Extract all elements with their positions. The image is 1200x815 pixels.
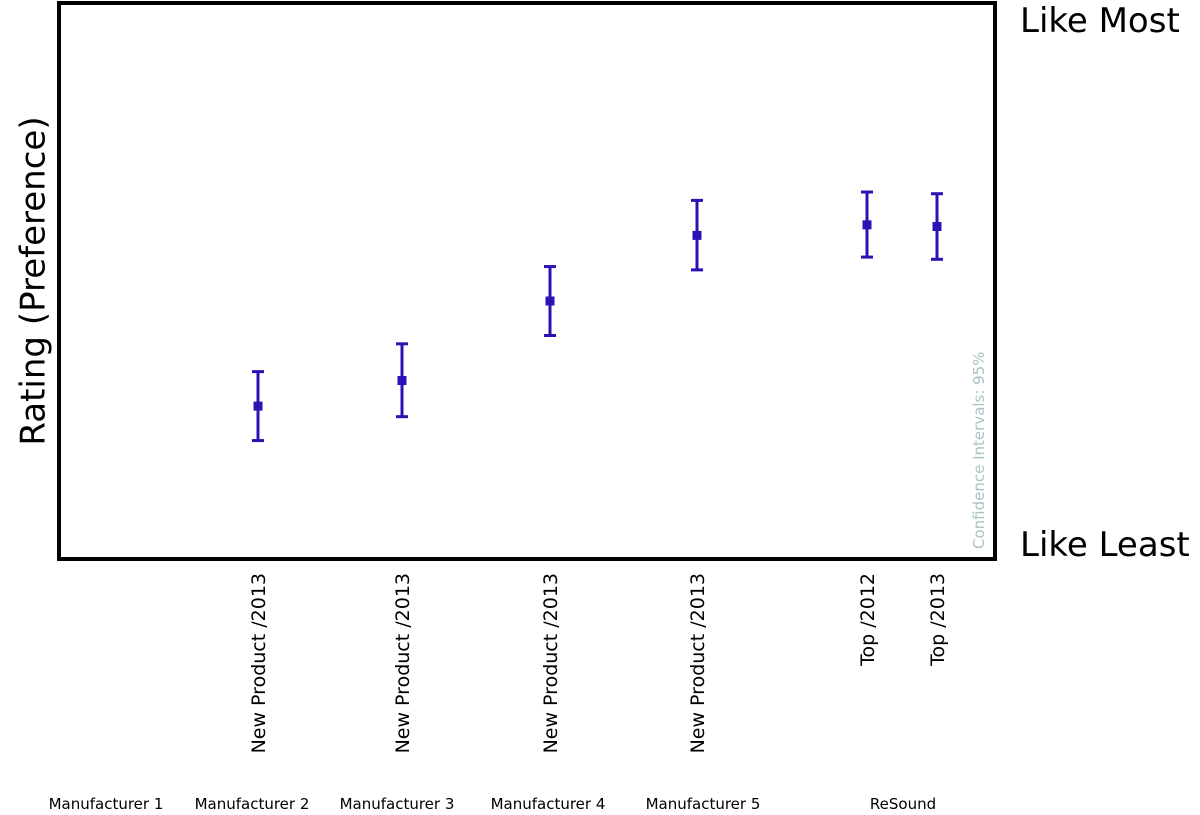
mean-point: [253, 401, 263, 411]
error-bar-6: [931, 192, 943, 261]
category-label: Top /2013: [927, 573, 949, 667]
plot-frame: [57, 1, 997, 561]
category-label: Top /2012: [857, 573, 879, 667]
like-most-label: Like Most: [1020, 1, 1180, 41]
y-axis-label: Rating (Preference): [14, 116, 54, 445]
error-bar-5: [861, 190, 873, 259]
group-label: Manufacturer 3: [340, 795, 455, 813]
group-label: Manufacturer 4: [491, 795, 606, 813]
error-bar-3: [544, 265, 556, 337]
mean-point: [932, 222, 942, 232]
error-bar-marks: [252, 190, 943, 443]
error-bar-4: [691, 198, 703, 272]
category-label: New Product /2013: [540, 573, 562, 753]
group-labels: Manufacturer 1 Manufacturer 2 Manufacturer…: [49, 795, 937, 813]
error-bar-1: [252, 370, 264, 443]
category-label: New Product /2013: [687, 573, 709, 753]
group-label: Manufacturer 5: [646, 795, 761, 813]
mean-point: [545, 296, 555, 306]
group-label: Manufacturer 1: [49, 795, 164, 813]
group-label: Manufacturer 2: [195, 795, 310, 813]
confidence-note: Confidence Intervals: 95%: [970, 351, 988, 549]
error-bar-2: [396, 342, 408, 419]
mean-point: [397, 376, 407, 386]
category-label: New Product /2013: [248, 573, 270, 753]
category-label: New Product /2013: [392, 573, 414, 753]
category-tick-labels: New Product /2013 New Product /2013 New Pr…: [248, 573, 949, 753]
group-label: ReSound: [870, 795, 936, 813]
mean-point: [862, 220, 872, 230]
mean-point: [692, 230, 702, 240]
like-least-label: Like Least: [1020, 525, 1190, 565]
